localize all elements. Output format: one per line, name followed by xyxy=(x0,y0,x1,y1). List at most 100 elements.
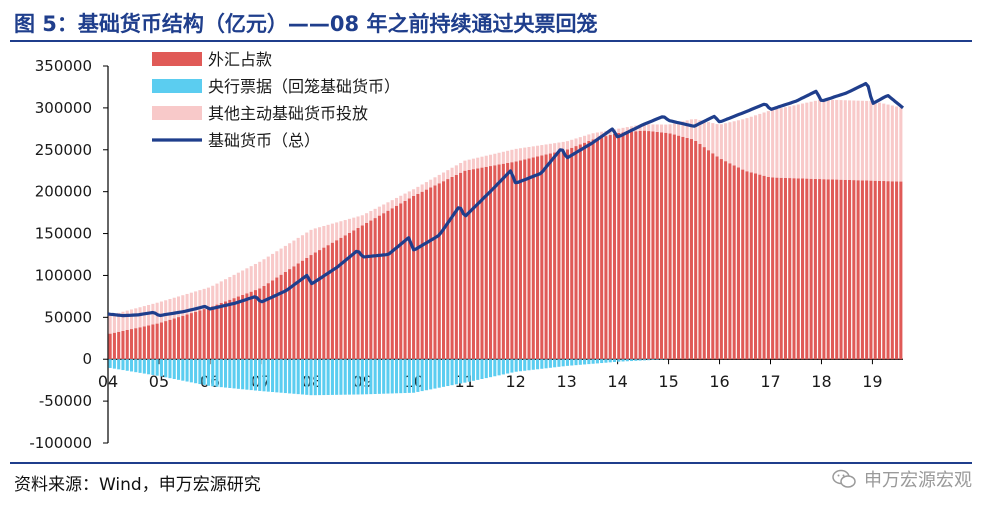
bar-0 xyxy=(330,242,334,360)
bar-0 xyxy=(835,179,839,360)
bar-1 xyxy=(557,359,561,367)
bar-0 xyxy=(608,134,612,360)
bar-2 xyxy=(895,106,899,182)
bar-0 xyxy=(587,141,591,360)
bar-2 xyxy=(117,312,121,332)
bar-2 xyxy=(608,130,612,135)
bar-2 xyxy=(659,124,664,133)
bar-0 xyxy=(630,131,634,360)
bar-2 xyxy=(189,292,193,314)
bar-0 xyxy=(283,271,287,360)
bar-1 xyxy=(617,359,621,362)
bar-0 xyxy=(561,150,565,360)
bar-2 xyxy=(450,167,454,177)
bar-2 xyxy=(899,107,903,182)
bar-0 xyxy=(852,180,856,360)
bar-2 xyxy=(771,109,775,178)
bar-2 xyxy=(198,290,202,311)
bar-2 xyxy=(446,170,450,180)
bar-0 xyxy=(856,180,860,360)
bar-2 xyxy=(514,148,518,162)
bar-0 xyxy=(612,133,617,360)
bar-2 xyxy=(305,232,309,258)
bar-1 xyxy=(147,359,151,375)
bar-1 xyxy=(630,359,634,362)
bar-2 xyxy=(758,113,762,175)
bar-0 xyxy=(467,169,471,360)
bar-2 xyxy=(835,99,839,180)
bar-1 xyxy=(399,359,403,394)
legend-label: 央行票据（回笼基础货币） xyxy=(208,77,400,96)
bar-2 xyxy=(211,285,215,307)
bar-1 xyxy=(540,359,544,369)
bar-1 xyxy=(356,359,360,395)
bar-0 xyxy=(514,161,518,360)
bar-2 xyxy=(271,253,275,281)
x-tick-label: 04 xyxy=(98,372,118,391)
bar-1 xyxy=(313,359,317,396)
bar-2 xyxy=(822,99,826,180)
bar-1 xyxy=(318,359,322,396)
bar-0 xyxy=(865,180,869,360)
bar-1 xyxy=(390,359,394,394)
bar-1 xyxy=(249,359,253,391)
bar-2 xyxy=(732,121,736,166)
bar-1 xyxy=(283,359,287,394)
bar-1 xyxy=(463,359,467,383)
bar-2 xyxy=(570,139,574,148)
bar-0 xyxy=(429,187,433,360)
bar-0 xyxy=(497,164,501,360)
bar-0 xyxy=(809,178,813,360)
bar-1 xyxy=(189,359,193,383)
bar-0 xyxy=(655,131,659,360)
bar-2 xyxy=(813,100,817,179)
bar-0 xyxy=(548,153,552,360)
bar-1 xyxy=(514,359,518,372)
bar-2 xyxy=(617,128,621,133)
bar-0 xyxy=(681,136,685,360)
bar-2 xyxy=(745,118,749,172)
bar-1 xyxy=(121,359,125,371)
bar-1 xyxy=(501,359,505,375)
bar-2 xyxy=(510,149,514,163)
bar-0 xyxy=(510,162,514,360)
bar-1 xyxy=(172,359,176,379)
bar-0 xyxy=(531,157,535,360)
bar-0 xyxy=(527,158,531,360)
bar-1 xyxy=(176,359,181,380)
bar-0 xyxy=(638,130,642,360)
bar-2 xyxy=(399,195,403,204)
bar-2 xyxy=(826,99,830,180)
x-tick-label: 18 xyxy=(811,372,831,391)
bar-0 xyxy=(300,260,305,360)
bar-2 xyxy=(741,119,745,170)
bar-1 xyxy=(245,359,249,390)
bar-0 xyxy=(689,139,693,360)
bar-1 xyxy=(262,359,266,392)
bar-0 xyxy=(454,174,458,360)
bar-0 xyxy=(296,263,300,360)
bar-1 xyxy=(467,359,471,382)
bar-2 xyxy=(441,172,446,182)
bar-1 xyxy=(437,359,441,388)
bar-2 xyxy=(134,308,138,329)
bar-0 xyxy=(249,291,253,360)
bar-0 xyxy=(788,178,792,360)
bar-2 xyxy=(360,215,364,226)
bar-2 xyxy=(266,256,270,284)
bar-2 xyxy=(591,133,595,140)
bar-1 xyxy=(155,359,159,376)
bar-0 xyxy=(822,179,826,360)
bar-1 xyxy=(510,359,514,373)
bar-0 xyxy=(873,180,877,360)
bar-0 xyxy=(271,280,275,360)
bar-2 xyxy=(129,309,134,330)
bar-0 xyxy=(694,140,698,360)
bar-1 xyxy=(471,359,475,381)
bar-2 xyxy=(202,288,206,310)
bar-1 xyxy=(565,359,570,366)
bar-2 xyxy=(544,144,548,155)
bar-2 xyxy=(766,111,770,177)
bar-2 xyxy=(484,155,488,167)
bar-0 xyxy=(506,162,510,360)
